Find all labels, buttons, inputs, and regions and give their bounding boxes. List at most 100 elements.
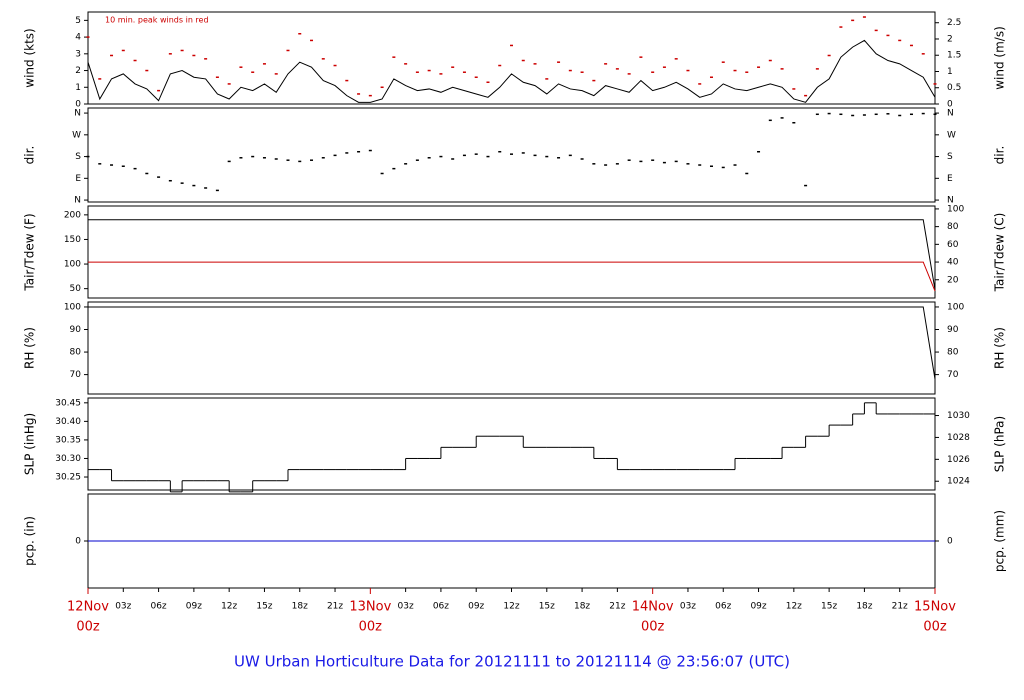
x-tick-label: 15z [256,602,272,612]
point [380,86,384,89]
point [404,63,408,65]
point [192,184,196,187]
y2-tick-label: 1 [947,67,953,77]
point [521,152,525,154]
point [521,59,525,62]
point [709,165,713,167]
y-tick-label: 30.25 [55,473,81,483]
point [827,54,831,57]
point [286,159,290,161]
point [133,167,137,170]
point [121,49,125,52]
point [462,154,466,157]
y2-axis-label: SLP (hPa) [993,416,1007,472]
point [533,63,537,65]
point [392,56,396,58]
point [345,79,349,82]
y-tick-label: E [75,174,81,184]
point [98,163,102,165]
day-hour-label: 00z [923,620,947,635]
y2-tick-label: 1026 [947,455,970,465]
point [133,59,137,62]
day-hour-label: 00z [359,620,383,635]
point [204,58,208,60]
y-tick-label: 200 [64,210,81,220]
panel-frame [87,11,936,105]
point [815,113,819,116]
point [745,172,749,175]
point [462,71,466,73]
point [862,16,866,18]
y2-tick-label: 80 [947,348,959,358]
x-tick-label: 21z [327,602,343,612]
day-hour-label: 00z [641,620,665,635]
point [510,153,513,155]
point [439,73,443,75]
y-tick-label: 0 [75,537,81,547]
y-tick-label: 30.35 [55,435,81,445]
point [615,68,619,70]
series-line [88,306,936,380]
panel-frame [87,107,936,203]
point [145,69,149,72]
y-tick-label: 70 [70,370,82,380]
y-tick-label: W [72,130,81,140]
point [215,76,219,78]
x-tick-label: 03z [398,602,414,612]
point [592,163,596,165]
point [239,66,243,68]
x-tick-label: 06z [715,602,731,612]
point [721,166,725,169]
point [427,69,431,72]
point [310,39,314,42]
x-tick-label: 18z [574,602,590,612]
y-axis-label: RH (%) [23,327,37,369]
panel-frame [87,301,936,395]
x-tick-label: 03z [115,602,131,612]
point [627,159,631,161]
day-label: 14Nov [632,600,674,615]
y-tick-label: 30.45 [55,398,81,408]
y-tick-label: 80 [70,348,82,358]
x-tick-label: 06z [150,602,166,612]
point [627,73,631,75]
y2-tick-label: N [947,109,954,119]
point [98,78,102,80]
point [839,113,843,116]
point [921,53,925,55]
y-tick-label: 30.30 [55,454,81,464]
point [615,163,619,165]
point [310,159,314,161]
point [427,157,431,159]
y2-axis-label: RH (%) [993,327,1007,369]
y-axis-label: wind (kts) [23,28,37,87]
y2-tick-label: 1030 [947,411,970,421]
point [498,150,502,153]
day-hour-label: 00z [76,620,100,635]
y2-axis-label: Tair/Tdew (C) [993,213,1007,293]
point [451,66,455,68]
x-tick-label: 12z [503,602,519,612]
y2-tick-label: 100 [947,204,964,214]
y2-tick-label: 100 [947,302,964,312]
point [921,112,925,115]
y-tick-label: 1 [75,83,81,93]
x-tick-label: 18z [292,602,308,612]
annotation: 10 min. peak winds in red [105,16,209,25]
point [274,73,278,75]
y2-axis-label: dir. [993,146,1007,165]
y2-tick-label: 60 [947,240,959,250]
x-tick-label: 18z [856,602,872,612]
point [674,58,678,60]
point [757,150,761,153]
point [698,83,702,85]
point [851,19,855,22]
point [192,54,196,57]
point [321,157,325,159]
point [686,69,690,72]
point [862,114,866,116]
point [898,39,902,42]
point [604,63,608,65]
point [698,164,702,166]
point [686,163,690,165]
